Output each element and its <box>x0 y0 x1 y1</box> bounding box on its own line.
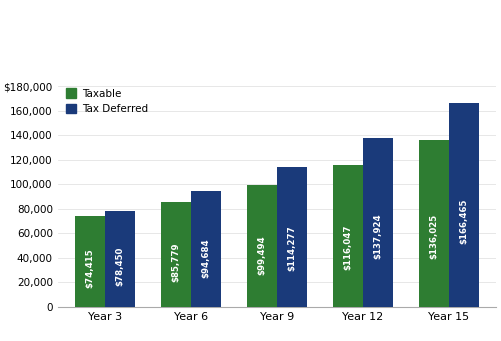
Text: Resulting in $30,440 more: Resulting in $30,440 more <box>293 34 458 44</box>
Text: $85,779: $85,779 <box>171 243 180 282</box>
Legend: Taxable, Tax Deferred: Taxable, Tax Deferred <box>63 85 151 117</box>
Text: $114,277: $114,277 <box>288 225 297 271</box>
Text: $137,924: $137,924 <box>373 213 382 259</box>
Bar <box>333 165 363 307</box>
Bar <box>277 167 307 307</box>
Text: $116,047: $116,047 <box>343 224 352 270</box>
Text: $136,025: $136,025 <box>429 214 438 260</box>
Text: $94,684: $94,684 <box>201 238 210 278</box>
Text: The Value of Tax Deferred Growth: The Value of Tax Deferred Growth <box>8 14 288 29</box>
Bar <box>419 140 449 307</box>
Bar <box>449 103 479 307</box>
Text: Assuming a $65,000 Initial Investment: Assuming a $65,000 Initial Investment <box>8 54 209 64</box>
Bar <box>363 138 393 307</box>
Text: of tax-deferred growth: of tax-deferred growth <box>304 71 447 80</box>
Bar <box>161 202 191 307</box>
Text: $78,450: $78,450 <box>115 247 124 286</box>
Text: $166,465: $166,465 <box>459 198 468 244</box>
Text: $99,494: $99,494 <box>257 236 266 276</box>
Bar <box>105 211 135 307</box>
Text: $74,415: $74,415 <box>85 249 94 288</box>
Bar <box>191 191 221 307</box>
Bar <box>75 216 105 307</box>
Bar <box>246 185 277 307</box>
